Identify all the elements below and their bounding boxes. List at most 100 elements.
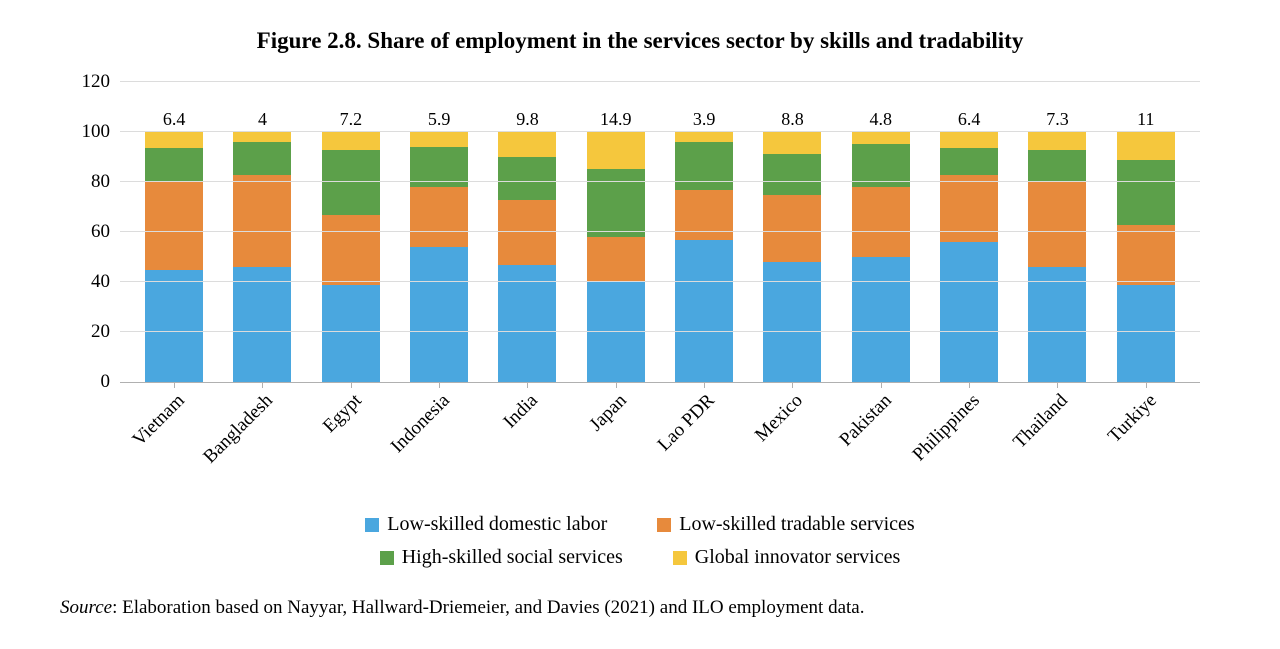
gridline — [120, 331, 1200, 332]
y-tick-label: 60 — [91, 221, 120, 243]
legend-label: Low-skilled tradable services — [679, 513, 914, 536]
bar-segment-low-skilled-domestic — [498, 265, 556, 383]
bar-segment-low-skilled-domestic — [763, 262, 821, 382]
bar-data-label: 11 — [1137, 109, 1154, 130]
chart-area: 6.447.25.99.814.93.98.84.86.47.311 Vietn… — [120, 82, 1200, 383]
bar-segment-high-skilled-social — [675, 142, 733, 190]
bar-column: 5.9 — [410, 132, 468, 382]
bar-segment-low-skilled-tradable — [675, 190, 733, 240]
x-tick-label: Philippines — [909, 390, 985, 466]
bar-column: 14.9 — [587, 132, 645, 382]
bar-segment-high-skilled-social — [145, 148, 203, 182]
x-tick — [527, 382, 528, 388]
bar-data-label: 7.3 — [1046, 109, 1069, 130]
legend-label: Global innovator services — [695, 546, 901, 569]
bar-column: 6.4 — [145, 132, 203, 382]
bar-data-label: 4.8 — [870, 109, 893, 130]
bar-segment-low-skilled-domestic — [233, 267, 291, 382]
y-tick-label: 120 — [82, 71, 121, 93]
bar-segment-low-skilled-tradable — [1028, 182, 1086, 267]
legend-swatch — [380, 551, 394, 565]
bar-segment-global-innovator — [498, 132, 556, 157]
legend-item: Low-skilled domestic labor — [365, 513, 607, 536]
x-tick — [1146, 382, 1147, 388]
x-tick — [1057, 382, 1058, 388]
bars-group: 6.4 4 7.2 5.9 9.8 14.9 3.9 8.8 4.8 6.4 7.3 11 — [120, 82, 1200, 382]
bar-segment-high-skilled-social — [233, 142, 291, 175]
y-tick-label: 0 — [101, 371, 121, 393]
gridline — [120, 231, 1200, 232]
bar-segment-low-skilled-tradable — [763, 195, 821, 263]
gridline — [120, 81, 1200, 82]
bar-segment-high-skilled-social — [1028, 150, 1086, 182]
bar-data-label: 7.2 — [340, 109, 363, 130]
bar-segment-low-skilled-domestic — [1028, 267, 1086, 382]
bar-column: 9.8 — [498, 132, 556, 382]
bar-segment-global-innovator — [940, 132, 998, 148]
bar-segment-global-innovator — [1117, 132, 1175, 160]
bar-data-label: 5.9 — [428, 109, 451, 130]
x-tick — [262, 382, 263, 388]
x-tick — [174, 382, 175, 388]
bar-column: 11 — [1117, 132, 1175, 382]
bar-segment-global-innovator — [675, 132, 733, 142]
bar-column: 8.8 — [763, 132, 821, 382]
x-tick-label: Egypt — [319, 390, 367, 438]
x-tick-label: Indonesia — [387, 390, 455, 458]
bar-segment-low-skilled-tradable — [322, 215, 380, 285]
source-note: Source: Elaboration based on Nayyar, Hal… — [60, 597, 1220, 619]
bar-segment-low-skilled-domestic — [852, 257, 910, 382]
plot-area: 6.447.25.99.814.93.98.84.86.47.311 Vietn… — [120, 82, 1200, 383]
bar-segment-low-skilled-domestic — [1117, 285, 1175, 383]
bar-column: 3.9 — [675, 132, 733, 382]
x-tick-label: Turkiye — [1104, 390, 1162, 448]
bar-segment-high-skilled-social — [1117, 160, 1175, 225]
bar-segment-global-innovator — [410, 132, 468, 147]
x-tick-label: Bangladesh — [200, 390, 278, 468]
bar-segment-low-skilled-domestic — [675, 240, 733, 383]
gridline — [120, 281, 1200, 282]
x-tick-label: India — [500, 390, 543, 433]
bar-segment-low-skilled-domestic — [322, 285, 380, 383]
bar-segment-global-innovator — [1028, 132, 1086, 150]
legend-item: High-skilled social services — [380, 546, 623, 569]
x-tick-label: Thailand — [1010, 390, 1073, 453]
figure-container: Figure 2.8. Share of employment in the s… — [0, 0, 1280, 649]
gridline — [120, 181, 1200, 182]
x-tick — [704, 382, 705, 388]
bar-segment-low-skilled-domestic — [410, 247, 468, 382]
bar-segment-low-skilled-domestic — [145, 270, 203, 383]
bar-column: 7.2 — [322, 132, 380, 382]
x-tick-label: Mexico — [751, 390, 808, 447]
bar-segment-high-skilled-social — [940, 148, 998, 175]
bar-data-label: 4 — [258, 109, 267, 130]
x-tick-label: Lao PDR — [654, 390, 720, 456]
bar-segment-high-skilled-social — [763, 154, 821, 195]
bar-segment-high-skilled-social — [587, 169, 645, 237]
y-tick-label: 20 — [91, 321, 120, 343]
bar-segment-high-skilled-social — [322, 150, 380, 215]
bar-segment-low-skilled-tradable — [145, 182, 203, 270]
x-tick-label: Pakistan — [835, 390, 896, 451]
legend-label: High-skilled social services — [402, 546, 623, 569]
bar-segment-global-innovator — [587, 132, 645, 169]
bar-segment-low-skilled-tradable — [410, 187, 468, 247]
x-tick — [351, 382, 352, 388]
bar-segment-global-innovator — [322, 132, 380, 150]
x-tick — [969, 382, 970, 388]
bar-segment-low-skilled-tradable — [587, 237, 645, 282]
y-tick-label: 40 — [91, 271, 120, 293]
x-tick-label: Japan — [585, 390, 631, 436]
bar-data-label: 6.4 — [163, 109, 186, 130]
bar-segment-low-skilled-tradable — [1117, 225, 1175, 285]
legend-swatch — [657, 518, 671, 532]
bar-segment-high-skilled-social — [498, 157, 556, 200]
x-tick-label: Vietnam — [129, 390, 190, 451]
bar-column: 4 — [233, 132, 291, 382]
bar-data-label: 8.8 — [781, 109, 804, 130]
bar-column: 4.8 — [852, 132, 910, 382]
bar-data-label: 6.4 — [958, 109, 981, 130]
legend-item: Low-skilled tradable services — [657, 513, 914, 536]
legend: Low-skilled domestic labor Low-skilled tr… — [260, 513, 1020, 569]
bar-segment-low-skilled-tradable — [233, 175, 291, 268]
